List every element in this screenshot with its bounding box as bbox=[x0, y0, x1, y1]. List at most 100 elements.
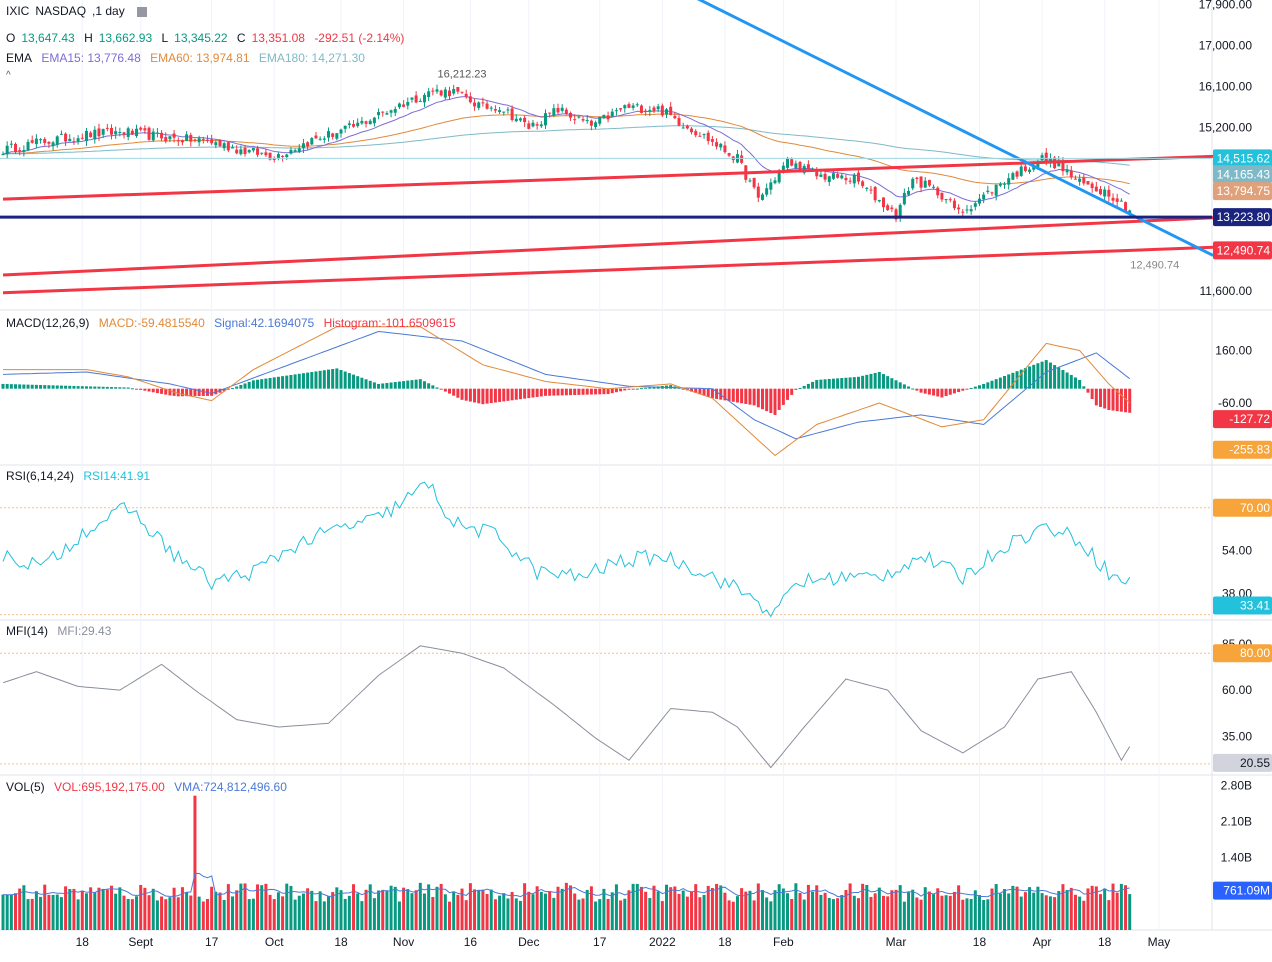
volume-bar bbox=[735, 896, 739, 930]
candle bbox=[623, 104, 627, 113]
volume-bar bbox=[744, 891, 748, 930]
candle bbox=[552, 104, 556, 118]
candle bbox=[589, 119, 593, 131]
volume-bar bbox=[802, 899, 806, 930]
candle bbox=[318, 136, 322, 141]
histogram-bar bbox=[448, 388, 452, 394]
candle bbox=[514, 114, 518, 123]
volume-bar bbox=[172, 887, 176, 930]
candle bbox=[402, 100, 406, 108]
macd-legend[interactable]: MACD(12,26,9) MACD:-59.4815540 Signal:42… bbox=[6, 316, 462, 330]
volume-bar bbox=[260, 885, 264, 930]
histogram-bar bbox=[239, 384, 243, 389]
candle bbox=[143, 125, 147, 134]
menu-icon[interactable] bbox=[136, 6, 147, 17]
volume-bar bbox=[986, 899, 990, 930]
candle bbox=[285, 153, 289, 160]
mfi-pane bbox=[0, 645, 1212, 769]
candle bbox=[343, 125, 347, 133]
candle bbox=[493, 105, 497, 114]
close-label: C bbox=[236, 31, 246, 45]
histogram-bar bbox=[55, 385, 59, 389]
candle bbox=[969, 205, 973, 215]
volume-bar bbox=[748, 890, 752, 930]
candle bbox=[1103, 186, 1107, 201]
candle bbox=[243, 145, 247, 157]
time-tick-label: 17 bbox=[593, 935, 607, 949]
volume-bar bbox=[1124, 885, 1128, 930]
volume-bar bbox=[944, 895, 948, 930]
histogram-bar bbox=[844, 377, 848, 389]
volume-bar bbox=[97, 887, 101, 930]
collapse-chevron-icon[interactable]: ^ bbox=[6, 70, 11, 81]
histogram-bar bbox=[143, 388, 147, 391]
histogram-bar bbox=[952, 388, 956, 394]
candle bbox=[1107, 185, 1111, 202]
candle bbox=[210, 134, 214, 146]
volume-bar bbox=[72, 888, 76, 930]
histogram-bar bbox=[614, 388, 618, 393]
candle bbox=[564, 107, 568, 115]
histogram-bar bbox=[589, 388, 593, 395]
candle bbox=[932, 184, 936, 190]
volume-bar bbox=[306, 888, 310, 930]
candle bbox=[72, 137, 76, 145]
volume-bar bbox=[815, 885, 819, 930]
low-label: L bbox=[161, 31, 169, 45]
histogram-bar bbox=[18, 384, 22, 389]
histogram-bar bbox=[1023, 368, 1027, 389]
volume-bar bbox=[1019, 896, 1023, 930]
volume-bar bbox=[168, 897, 172, 930]
volume-bar bbox=[1073, 894, 1077, 930]
candle bbox=[852, 172, 856, 188]
volume-bar bbox=[155, 900, 159, 930]
candle bbox=[1019, 164, 1023, 177]
vol-legend[interactable]: VOL(5) VOL:695,192,175.00 VMA:724,812,49… bbox=[6, 780, 293, 794]
candle bbox=[176, 137, 180, 147]
candle bbox=[347, 120, 351, 129]
volume-bar bbox=[126, 898, 130, 930]
candle bbox=[652, 105, 656, 114]
volume-bar bbox=[627, 890, 631, 930]
candle bbox=[5, 141, 9, 159]
histogram-bar bbox=[548, 388, 552, 396]
histogram-bar bbox=[1044, 360, 1048, 389]
volume-bar bbox=[205, 898, 209, 930]
volume-bar bbox=[189, 895, 193, 930]
volume-bar bbox=[410, 893, 414, 930]
candle bbox=[986, 185, 990, 195]
histogram-bar bbox=[193, 388, 197, 397]
candle bbox=[335, 133, 339, 141]
candle bbox=[118, 127, 122, 137]
histogram-bar bbox=[961, 388, 965, 391]
histogram-bar bbox=[260, 379, 264, 389]
histogram-bar bbox=[994, 379, 998, 389]
histogram-bar bbox=[1073, 377, 1077, 389]
volume-bar bbox=[798, 892, 802, 930]
histogram-bar bbox=[919, 388, 923, 393]
volume-bar bbox=[393, 886, 397, 930]
volume-bar bbox=[977, 895, 981, 930]
ema-legend[interactable]: EMA EMA15: 13,776.48 EMA60: 13,974.81 EM… bbox=[6, 51, 371, 65]
rsi-legend[interactable]: RSI(6,14,24) RSI14:41.91 bbox=[6, 469, 156, 483]
rsi-value: RSI14:41.91 bbox=[83, 469, 151, 483]
histogram-bar bbox=[377, 383, 381, 389]
volume-bar bbox=[381, 889, 385, 930]
candle bbox=[998, 182, 1002, 188]
candle bbox=[51, 140, 55, 151]
symbol-legend[interactable]: IXIC NASDAQ ,1 day bbox=[6, 4, 153, 18]
candle bbox=[456, 86, 460, 95]
volume-bar bbox=[1065, 890, 1069, 930]
candle bbox=[556, 103, 560, 115]
volume-bar bbox=[372, 898, 376, 930]
histogram-bar bbox=[118, 387, 122, 389]
histogram-bar bbox=[289, 374, 293, 389]
mfi-legend[interactable]: MFI(14) MFI:29.43 bbox=[6, 624, 117, 638]
candle bbox=[902, 188, 906, 206]
candle bbox=[907, 187, 911, 197]
histogram-bar bbox=[631, 388, 635, 390]
svg-text:33.41: 33.41 bbox=[1240, 599, 1270, 613]
volume-bar bbox=[343, 898, 347, 930]
histogram-bar bbox=[422, 381, 426, 389]
